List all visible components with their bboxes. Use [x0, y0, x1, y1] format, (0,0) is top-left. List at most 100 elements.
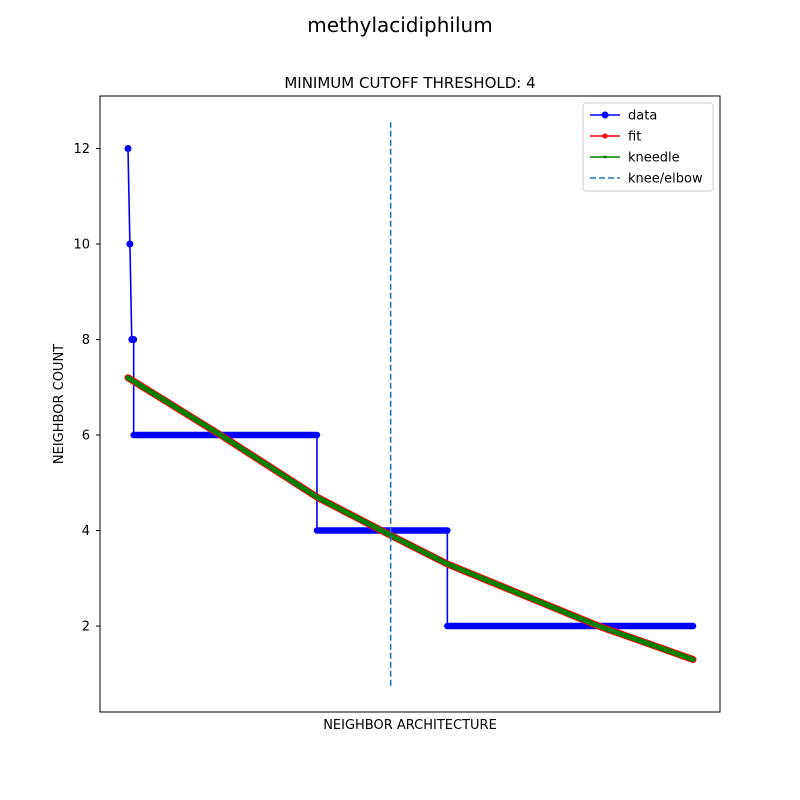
legend-items: data fit kneedle knee/elbow: [590, 109, 703, 187]
series-data-point: [130, 336, 138, 344]
y-tick-label: 4: [82, 524, 90, 539]
series-kneedle-point: [439, 559, 442, 562]
series-kneedle-point: [256, 457, 259, 461]
series-kneedle-point: [234, 443, 237, 446]
series-kneedle-point: [589, 621, 593, 625]
series-kneedle-point: [337, 507, 341, 510]
series-kneedle-point: [655, 645, 658, 648]
y-tick-label: 12: [73, 142, 90, 157]
series-kneedle-point: [205, 425, 208, 428]
legend-label: fit: [628, 130, 641, 145]
plot-area: [124, 122, 697, 686]
series-kneedle-point: [198, 420, 201, 424]
chart-title: MINIMUM CUTOFF THRESHOLD: 4: [284, 74, 535, 92]
series-kneedle-point: [559, 609, 562, 612]
series-kneedle-point: [249, 452, 252, 456]
series-kneedle-point: [424, 552, 428, 555]
legend-marker: [603, 155, 607, 159]
series-kneedle-point: [461, 568, 464, 572]
series-kneedle-point: [691, 658, 695, 661]
series-kneedle-point: [677, 653, 680, 656]
series-kneedle-point: [453, 565, 457, 569]
legend-label: kneedle: [628, 151, 680, 166]
series-kneedle-point: [212, 429, 215, 432]
series-kneedle-point: [126, 376, 130, 379]
series-kneedle-point: [226, 438, 230, 442]
series-kneedle-point: [162, 398, 165, 401]
series-kneedle-point: [382, 530, 385, 533]
series-kneedle-point: [468, 572, 472, 575]
legend-entry-fit: fit: [590, 130, 641, 145]
series-kneedle-point: [155, 394, 158, 397]
series-kneedle-point: [219, 433, 222, 437]
series-kneedle-point: [506, 587, 510, 590]
series-kneedle-point: [133, 380, 137, 384]
series-kneedle-point: [278, 472, 282, 475]
series-kneedle-point: [241, 448, 245, 451]
series-kneedle-point: [633, 637, 637, 641]
series-kneedle-point: [374, 526, 378, 529]
legend: data fit kneedle knee/elbow: [582, 102, 714, 192]
series-kneedle-point: [176, 407, 180, 410]
series-kneedle-point: [640, 640, 644, 643]
y-axis-label: NEIGHBOR COUNT: [52, 344, 67, 464]
series-kneedle-point: [183, 411, 187, 415]
series-data-point: [126, 240, 134, 248]
series-kneedle-point: [499, 584, 502, 587]
y-tick-label: 10: [73, 238, 90, 253]
series-kneedle-point: [536, 600, 540, 603]
series-kneedle-point: [308, 491, 311, 494]
legend-marker: [602, 133, 608, 139]
series-kneedle-point: [611, 629, 615, 633]
series-kneedle-point: [352, 515, 356, 518]
series-kneedle-point: [662, 647, 666, 651]
series-kneedle-point: [330, 503, 333, 506]
figure-suptitle: methylacidiphilum: [307, 13, 492, 37]
y-tick-label: 6: [82, 429, 90, 444]
series-kneedle-point: [300, 486, 304, 489]
series-kneedle-point: [476, 575, 479, 578]
series-kneedle-point: [669, 650, 673, 653]
series-kneedle-point: [431, 555, 435, 559]
series-kneedle-point: [315, 495, 319, 499]
legend-entry-knee-elbow: knee/elbow: [590, 172, 703, 187]
y-tick-label: 2: [82, 620, 90, 635]
series-kneedle-point: [403, 541, 407, 544]
series-kneedle-point: [367, 522, 370, 526]
series-kneedle-point: [619, 632, 622, 635]
legend-entry-data: data: [590, 109, 657, 124]
series-kneedle-point: [582, 618, 585, 622]
series-kneedle-point: [345, 511, 348, 514]
series-kneedle-point: [648, 642, 651, 646]
series-kneedle-point: [410, 544, 414, 548]
series-kneedle-point: [491, 581, 494, 584]
series-kneedle-point: [396, 537, 399, 541]
legend-box: [582, 102, 714, 192]
series-kneedle-point: [169, 402, 172, 406]
series-kneedle-point: [604, 627, 607, 630]
series-kneedle-point: [417, 548, 421, 551]
series-kneedle-point: [597, 624, 600, 628]
series-kneedle-point: [271, 467, 274, 470]
series-kneedle-point: [684, 655, 687, 659]
series-kneedle-point: [148, 389, 151, 393]
legend-label: data: [628, 109, 657, 124]
series-kneedle-point: [293, 481, 296, 484]
y-axis: 2 4 6 8 10 12: [73, 142, 100, 635]
series-kneedle-point: [141, 385, 144, 388]
legend-entry-kneedle: kneedle: [590, 151, 680, 166]
series-kneedle-point: [544, 603, 547, 606]
x-axis-label: NEIGHBOR ARCHITECTURE: [323, 718, 497, 733]
legend-label: knee/elbow: [628, 172, 703, 187]
series-kneedle-point: [483, 578, 487, 581]
y-tick-label: 8: [82, 333, 90, 348]
series-kneedle-point: [574, 615, 578, 618]
axes-frame: [99, 95, 721, 713]
series-kneedle-point: [359, 518, 363, 522]
series-kneedle-point: [626, 635, 629, 638]
legend-marker: [601, 111, 609, 119]
series-kneedle-point: [190, 416, 194, 419]
series-kneedle-point: [514, 590, 517, 594]
series-kneedle-point: [521, 593, 525, 597]
